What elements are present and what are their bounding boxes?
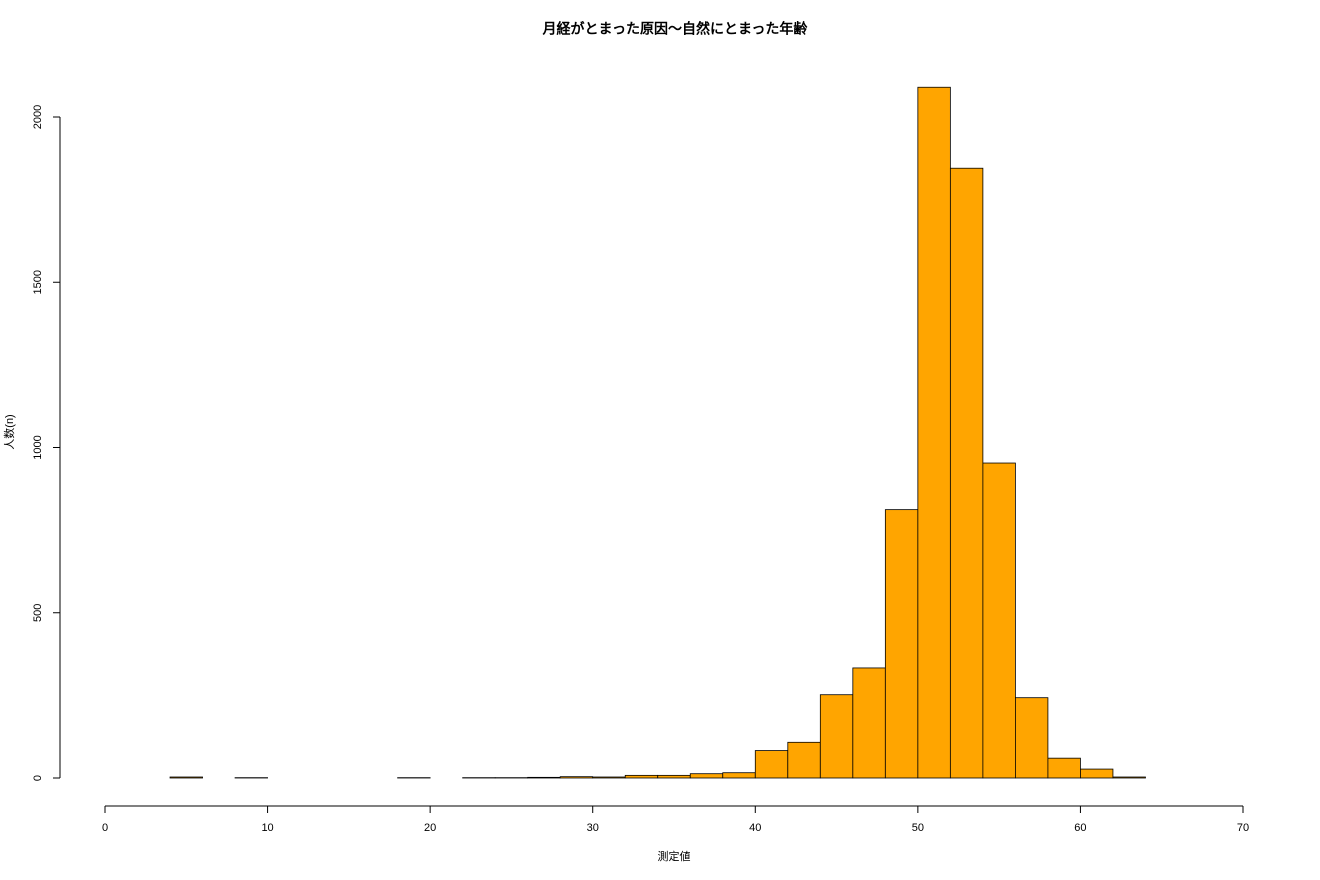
- bar: [689, 773, 724, 779]
- bar: [917, 86, 951, 779]
- bar: [884, 509, 919, 779]
- bar: [787, 741, 821, 779]
- x-tick-label: 60: [1074, 822, 1086, 834]
- x-axis-label: 測定値: [658, 849, 691, 863]
- bar: [1047, 757, 1081, 779]
- x-tick-label: 40: [749, 822, 761, 834]
- bar: [592, 776, 626, 779]
- y-axis-label: 人数(n): [3, 414, 16, 449]
- bar: [624, 774, 659, 779]
- y-tick-label: 1500: [32, 270, 44, 294]
- bar: [559, 776, 594, 779]
- bar: [657, 774, 691, 779]
- bar: [722, 772, 756, 779]
- y-tick-label: 2000: [32, 105, 44, 129]
- x-tick-label: 10: [261, 822, 273, 834]
- y-tick-label: 1000: [32, 435, 44, 459]
- x-tick-label: 70: [1237, 822, 1249, 834]
- bar: [982, 462, 1016, 779]
- bar: [754, 750, 789, 779]
- chart-title: 月経がとまった原因〜自然にとまった年齢: [542, 21, 809, 37]
- bar: [949, 167, 984, 779]
- bar: [819, 694, 854, 779]
- x-tick-label: 0: [102, 822, 108, 834]
- bar: [1015, 697, 1049, 779]
- bar: [1080, 768, 1114, 779]
- bar: [169, 776, 203, 779]
- bar: [527, 776, 561, 779]
- bar: [852, 667, 886, 779]
- y-tick-label: 500: [32, 604, 44, 622]
- x-tick-label: 30: [587, 822, 599, 834]
- bar: [1112, 776, 1146, 779]
- y-tick-label: 0: [32, 775, 44, 781]
- x-tick-label: 50: [912, 822, 924, 834]
- x-tick-label: 20: [424, 822, 436, 834]
